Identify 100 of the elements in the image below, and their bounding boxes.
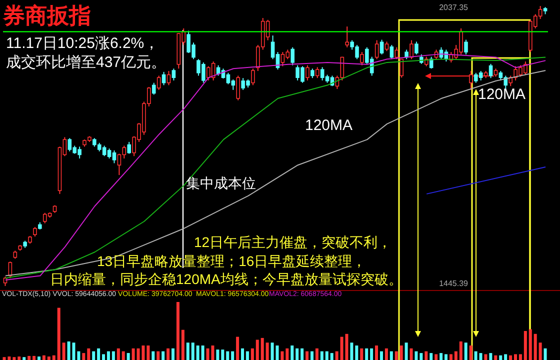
candlestick bbox=[360, 52, 364, 66]
bar bbox=[320, 351, 324, 360]
bar bbox=[52, 355, 56, 360]
candlestick bbox=[156, 75, 161, 90]
bar bbox=[92, 351, 96, 360]
bar bbox=[286, 348, 289, 360]
bar bbox=[370, 348, 374, 360]
bar bbox=[479, 353, 482, 360]
bar bbox=[250, 348, 254, 360]
bar bbox=[116, 348, 120, 360]
bar bbox=[499, 355, 502, 360]
bar bbox=[390, 351, 393, 360]
bar bbox=[544, 348, 547, 360]
bar bbox=[176, 302, 180, 360]
bar bbox=[474, 351, 478, 360]
bar bbox=[82, 353, 86, 360]
bar bbox=[77, 351, 80, 360]
bar bbox=[514, 354, 517, 360]
candlestick bbox=[380, 39, 384, 55]
annotation: 11.17日10:25涨6.2%， bbox=[6, 35, 160, 52]
annotation: 成交环比增至437亿元。 bbox=[6, 54, 166, 72]
candlestick bbox=[166, 70, 171, 86]
annotation: 120MA bbox=[478, 86, 526, 104]
chart-title: 券商扳指 bbox=[3, 2, 91, 30]
bar bbox=[306, 351, 309, 360]
bar bbox=[57, 308, 60, 360]
annotation: 集中成本位 bbox=[186, 175, 256, 192]
candlestick bbox=[251, 68, 255, 86]
bar bbox=[518, 354, 522, 360]
candlestick bbox=[33, 226, 37, 238]
candlestick bbox=[488, 63, 493, 79]
candlestick bbox=[384, 41, 389, 52]
candlestick bbox=[162, 71, 166, 86]
bar bbox=[196, 346, 200, 360]
bar bbox=[112, 351, 115, 360]
annotation: 日内缩量，同步企稳120MA均线；今早盘放量试探突破。 bbox=[50, 271, 402, 288]
bar bbox=[310, 351, 314, 360]
bar bbox=[300, 348, 304, 360]
bar bbox=[494, 355, 498, 360]
bar bbox=[266, 342, 269, 360]
bar bbox=[162, 351, 165, 360]
candlestick bbox=[414, 41, 418, 55]
bar bbox=[484, 354, 488, 360]
bar bbox=[440, 353, 443, 360]
bar bbox=[241, 348, 244, 360]
bar bbox=[146, 346, 150, 360]
bar bbox=[430, 353, 433, 360]
bar bbox=[122, 351, 125, 360]
bar bbox=[355, 346, 358, 360]
bar bbox=[172, 348, 175, 360]
bar bbox=[449, 354, 452, 360]
bar bbox=[504, 354, 508, 360]
bar bbox=[325, 351, 328, 360]
bar bbox=[454, 351, 458, 360]
bar bbox=[186, 342, 190, 360]
bar bbox=[28, 356, 31, 360]
candlestick bbox=[390, 44, 394, 60]
bar bbox=[8, 356, 11, 360]
candlestick bbox=[508, 75, 513, 87]
bar bbox=[330, 353, 334, 360]
bar bbox=[290, 346, 294, 360]
bar bbox=[226, 351, 230, 360]
bar bbox=[191, 342, 194, 360]
bar bbox=[37, 356, 40, 360]
candlestick bbox=[172, 68, 176, 81]
bar bbox=[459, 341, 462, 360]
bar bbox=[2, 357, 6, 360]
bar bbox=[404, 342, 408, 360]
bar bbox=[97, 348, 100, 360]
bar bbox=[444, 354, 448, 360]
candlestick bbox=[345, 26, 350, 48]
bar bbox=[424, 351, 428, 360]
bar bbox=[296, 348, 299, 360]
bar bbox=[47, 356, 50, 360]
bar bbox=[434, 354, 438, 360]
bar bbox=[528, 329, 532, 360]
candlestick bbox=[315, 66, 320, 79]
bar bbox=[106, 351, 110, 360]
bar bbox=[231, 351, 234, 360]
candlestick bbox=[374, 40, 379, 60]
bar bbox=[256, 340, 259, 360]
bar bbox=[365, 348, 368, 360]
candlestick bbox=[236, 75, 240, 101]
bar bbox=[524, 331, 527, 360]
bar bbox=[400, 346, 403, 360]
bar bbox=[414, 351, 418, 360]
bar bbox=[315, 348, 318, 360]
bar bbox=[216, 350, 220, 360]
bar bbox=[32, 356, 36, 360]
bar bbox=[201, 346, 204, 360]
bar bbox=[221, 350, 224, 360]
bar bbox=[12, 357, 16, 360]
bar bbox=[181, 330, 184, 360]
bar bbox=[260, 338, 264, 360]
y-tick-label: 2037.35 bbox=[439, 3, 469, 12]
candlestick bbox=[464, 39, 468, 55]
candlestick bbox=[152, 82, 156, 96]
bar bbox=[156, 351, 160, 360]
bar bbox=[102, 354, 106, 360]
bar bbox=[350, 342, 354, 360]
